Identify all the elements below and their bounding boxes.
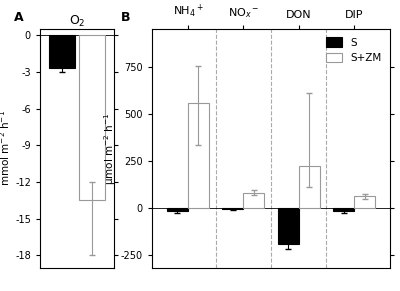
Bar: [167, 207, 188, 211]
Bar: [50, 35, 75, 68]
Bar: [222, 207, 243, 210]
Bar: [188, 103, 209, 207]
Bar: [243, 193, 264, 207]
Y-axis label: μmol m$^{-2}$ h$^{-1}$: μmol m$^{-2}$ h$^{-1}$: [102, 112, 118, 185]
Bar: [333, 207, 354, 211]
Text: B: B: [121, 11, 130, 24]
Y-axis label: mmol m$^{-2}$ h$^{-1}$: mmol m$^{-2}$ h$^{-1}$: [0, 110, 12, 187]
Title: O$_2$: O$_2$: [69, 14, 85, 29]
Bar: [278, 207, 299, 244]
Legend: S, S+ZM: S, S+ZM: [323, 34, 385, 66]
Bar: [354, 196, 375, 207]
Bar: [299, 166, 320, 207]
Text: A: A: [14, 11, 24, 24]
Bar: [79, 35, 104, 200]
